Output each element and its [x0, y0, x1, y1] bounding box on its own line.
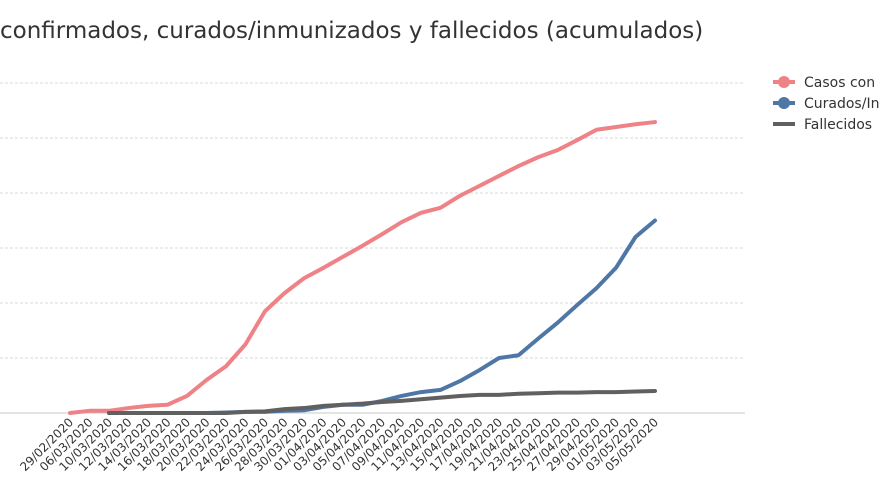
legend-marker: [778, 97, 790, 109]
legend-marker: [778, 76, 790, 88]
series-line: [107, 218, 657, 415]
legend-label: Fallecidos: [804, 117, 872, 133]
legend-label: Casos con: [804, 75, 875, 91]
series-line: [68, 120, 657, 415]
chart-title: confirmados, curados/inmunizados y falle…: [0, 18, 703, 44]
series-line: [107, 389, 657, 415]
legend-label: Curados/In: [804, 96, 879, 112]
